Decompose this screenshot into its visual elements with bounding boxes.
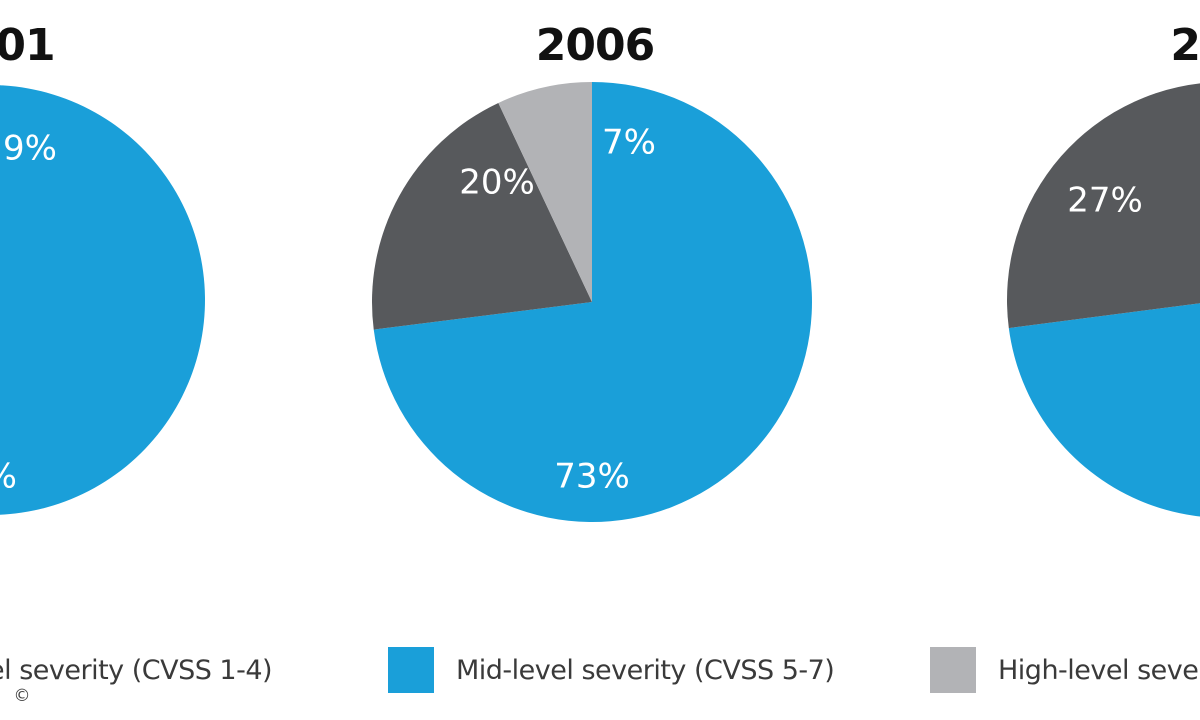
pie-slice-2006-low (371, 102, 592, 330)
legend-item-low: el severity (CVSS 1-4) (0, 640, 273, 700)
pie-label-2011-low: 27% (1067, 181, 1143, 221)
pie-label-2006-mid: 73% (554, 457, 630, 497)
pie-label-2001-high: 9% (3, 129, 57, 169)
legend-label-mid: Mid-level severity (CVSS 5-7) (456, 654, 835, 686)
pie-title-2006: 2006 (535, 20, 655, 71)
pie-slice-2011-low (1007, 83, 1200, 329)
pie-slice-2006-high (498, 82, 592, 302)
copyright-symbol: © (13, 686, 31, 706)
pie-2011: 27% (1007, 83, 1200, 517)
legend-swatch-high (930, 647, 976, 693)
pie-label-2006-low: 20% (459, 163, 535, 203)
legend-swatch-mid (388, 647, 434, 693)
legend-label-high: High-level sever (998, 654, 1200, 686)
pie-slice-2001-mid (0, 85, 205, 515)
legend-label-low: el severity (CVSS 1-4) (0, 654, 273, 686)
pie-label-2006-high: 7% (602, 123, 656, 163)
pie-slice-2006-mid (373, 82, 812, 522)
pie-label-2001-mid: 1% (0, 457, 17, 497)
pie-slice-2011-mid (1008, 303, 1200, 517)
legend-item-mid: Mid-level severity (CVSS 5-7) (388, 640, 835, 700)
legend-item-high: High-level sever (930, 640, 1200, 700)
pie-title-2001: 01 (0, 20, 56, 71)
pie-2001: 1% 9% (0, 85, 205, 515)
pie-title-2011: 20 (1170, 20, 1200, 71)
pie-2006: 73% 20% 7% (371, 82, 812, 522)
